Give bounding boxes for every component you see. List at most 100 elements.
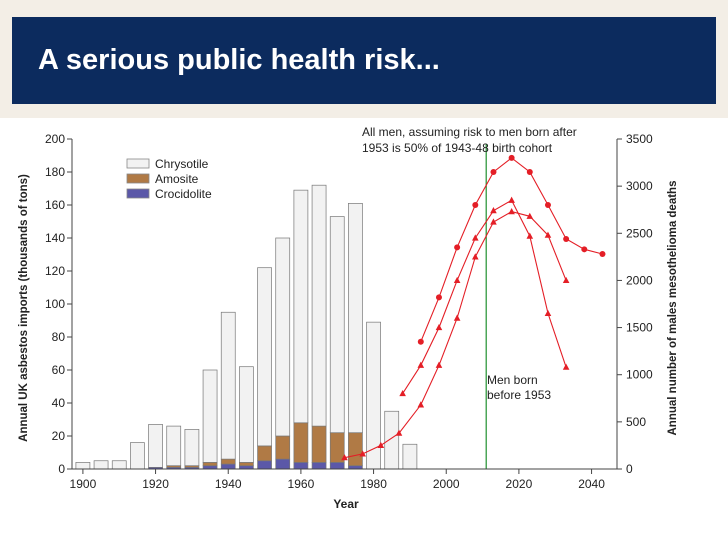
bar-chrysotile <box>348 202 363 434</box>
y-left-tick-label: 120 <box>45 264 65 278</box>
bar-chrysotile <box>257 267 272 447</box>
y-right-tick-label: 1500 <box>626 321 653 335</box>
death-point-circle <box>599 251 606 258</box>
y-left-tick-label: 20 <box>52 429 66 443</box>
death-point-triangle <box>562 276 570 284</box>
death-point-triangle <box>472 234 479 241</box>
bar-amosite <box>239 462 254 467</box>
death-point-circle <box>454 244 461 251</box>
annotation-cohort-line1: All men, assuming risk to men born after <box>362 125 577 139</box>
death-point-triangle <box>341 454 348 461</box>
bar-chrysotile <box>148 424 163 468</box>
legend-swatch-crocidolite <box>126 188 150 199</box>
legend-swatch-amosite <box>126 173 150 184</box>
death-series-line-2 <box>402 199 567 394</box>
bar-chrysotile <box>275 237 291 437</box>
bar-amosite <box>275 435 291 460</box>
x-tick-label: 1940 <box>215 477 242 491</box>
title-bar <box>12 17 716 104</box>
death-point-triangle <box>490 207 497 214</box>
death-point-triangle <box>453 314 461 321</box>
death-point-triangle <box>508 196 515 203</box>
y-right-tick-label: 500 <box>626 415 646 429</box>
bar-chrysotile <box>239 366 254 463</box>
death-point-triangle <box>544 231 552 238</box>
bar-chrysotile <box>329 216 345 434</box>
death-point-circle <box>581 246 588 253</box>
death-point-circle <box>472 202 479 208</box>
x-tick-label: 1900 <box>70 477 97 491</box>
death-point-triangle <box>562 363 570 370</box>
death-point-circle <box>508 154 515 161</box>
bar-amosite <box>202 462 218 467</box>
death-point-triangle <box>399 389 406 397</box>
x-tick-label: 1960 <box>288 477 315 491</box>
y-left-tick-label: 0 <box>58 462 65 476</box>
death-point-triangle <box>544 309 552 317</box>
y-left-tick-label: 100 <box>45 297 65 311</box>
y-right-tick-label: 2500 <box>626 226 653 240</box>
bar-chrysotile <box>402 443 418 470</box>
death-series <box>341 144 606 469</box>
x-tick-label: 2020 <box>506 477 533 491</box>
death-point-circle <box>544 202 551 208</box>
y-left-tick-label: 160 <box>45 198 65 212</box>
y-right-tick-label: 3000 <box>626 179 653 193</box>
bar-amosite <box>293 422 309 463</box>
y-right-tick-label: 2000 <box>626 273 653 287</box>
y-left-tick-label: 200 <box>45 132 65 146</box>
legend-label-crocidolite: Crocidolite <box>155 187 212 201</box>
x-tick-label: 2040 <box>578 477 605 491</box>
bar-crocidolite <box>220 463 236 470</box>
x-axis-label: Year <box>333 497 359 511</box>
death-point-circle <box>526 169 533 175</box>
import-bars <box>75 184 418 470</box>
bar-chrysotile <box>166 425 182 467</box>
death-point-triangle <box>526 232 534 239</box>
bar-chrysotile <box>311 184 327 427</box>
y-right-tick-label: 1000 <box>626 368 653 382</box>
y-right-tick-label: 0 <box>626 462 633 476</box>
bar-chrysotile <box>202 369 218 463</box>
bar-crocidolite <box>257 460 272 470</box>
y-left-tick-label: 60 <box>52 363 66 377</box>
death-point-triangle <box>490 218 497 225</box>
bar-chrysotile <box>220 311 236 460</box>
chart-background <box>0 118 728 546</box>
bar-crocidolite <box>329 462 345 470</box>
death-point-triangle <box>526 212 534 219</box>
death-point-triangle <box>417 401 425 408</box>
bar-chrysotile <box>75 462 91 470</box>
slide-header: A serious public health risk... <box>0 0 728 118</box>
annotation-cohort-line2: 1953 is 50% of 1943-48 birth cohort <box>362 141 553 155</box>
legend: Chrysotile Amosite Crocidolite <box>126 157 212 201</box>
bar-chrysotile <box>111 460 127 470</box>
asbestos-mesothelioma-chart: 0204060801001201401601802000500100015002… <box>0 118 728 546</box>
death-point-triangle <box>377 441 385 449</box>
y-left-tick-label: 40 <box>52 396 66 410</box>
x-tick-label: 1980 <box>360 477 387 491</box>
x-tick-label: 2000 <box>433 477 460 491</box>
death-point-triangle <box>453 276 461 284</box>
bar-crocidolite <box>293 462 309 470</box>
bar-amosite <box>311 425 327 463</box>
bar-chrysotile <box>130 442 145 470</box>
y-right-tick-label: 3500 <box>626 132 653 146</box>
legend-swatch-chrysotile <box>126 158 150 169</box>
slide-title: A serious public health risk... <box>38 44 440 76</box>
y-axis-left-label: Annual UK asbestos imports (thousands of… <box>18 174 30 442</box>
death-point-circle <box>563 235 570 242</box>
legend-label-amosite: Amosite <box>155 172 199 186</box>
y-left-tick-label: 140 <box>45 231 65 245</box>
bar-amosite <box>220 458 236 465</box>
bar-amosite <box>348 432 363 467</box>
bar-chrysotile <box>293 189 309 424</box>
y-left-tick-label: 80 <box>52 330 66 344</box>
bar-chrysotile <box>384 410 400 470</box>
death-point-circle <box>417 338 424 345</box>
bar-chrysotile <box>184 429 200 467</box>
death-point-triangle <box>359 450 366 457</box>
bar-crocidolite <box>275 458 291 470</box>
death-point-circle <box>490 169 497 175</box>
death-point-triangle <box>395 429 403 436</box>
